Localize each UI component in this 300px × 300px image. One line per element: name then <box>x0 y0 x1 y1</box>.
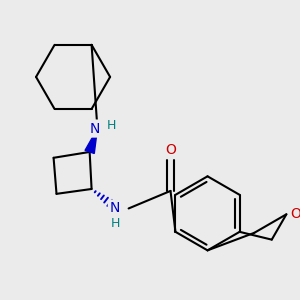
Text: N: N <box>89 122 100 136</box>
Polygon shape <box>85 129 98 154</box>
Text: H: H <box>106 119 116 132</box>
Text: N: N <box>110 202 120 215</box>
Text: O: O <box>165 143 176 157</box>
Text: O: O <box>291 207 300 221</box>
Text: H: H <box>110 217 120 230</box>
